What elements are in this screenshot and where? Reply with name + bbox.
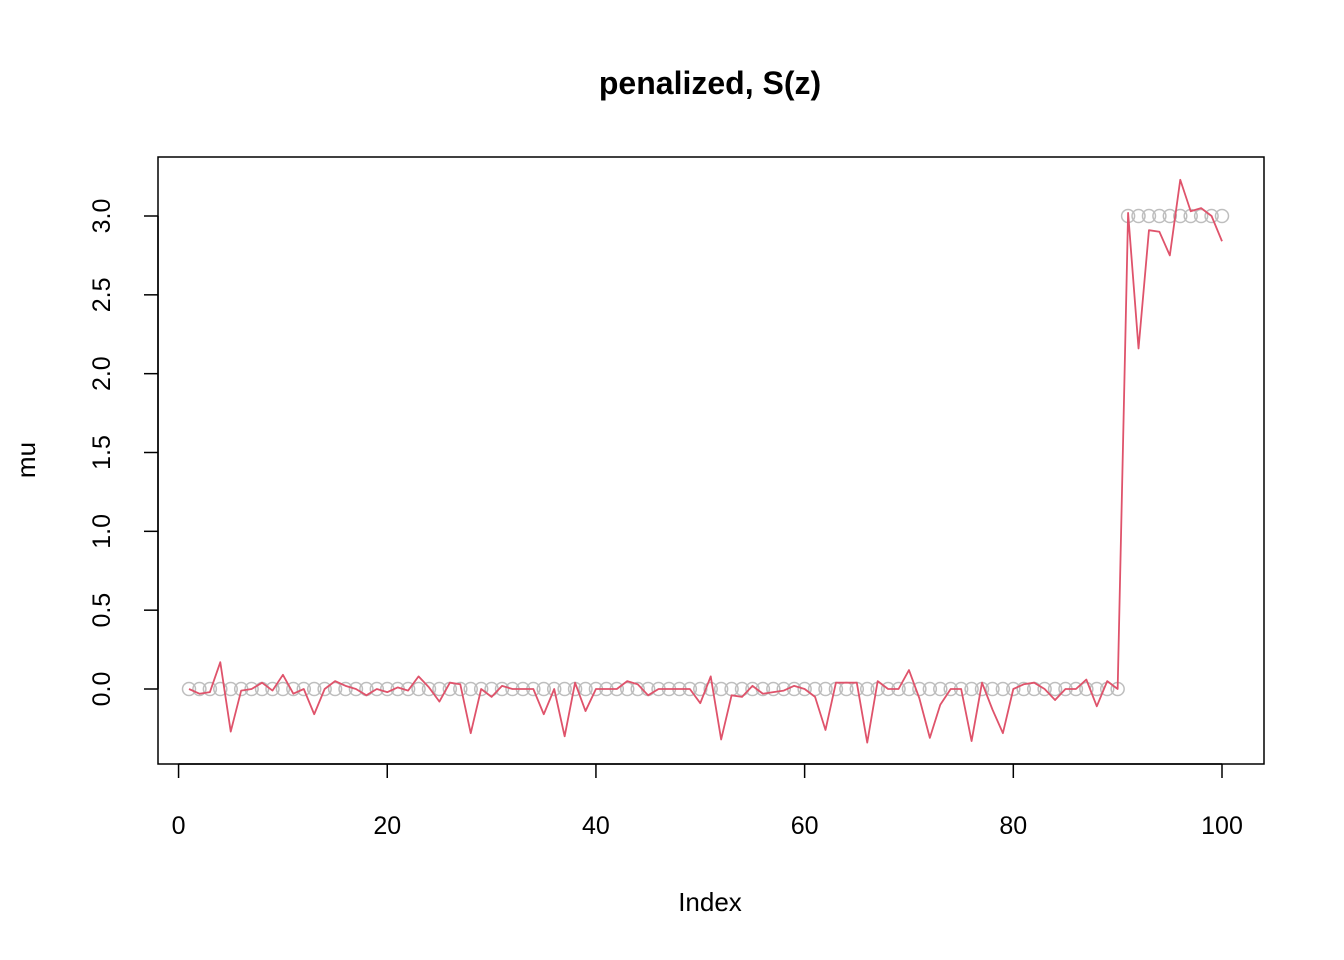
x-tick-label: 60	[791, 812, 819, 840]
data-point	[453, 681, 468, 697]
data-point	[807, 681, 823, 697]
x-axis-label: Index	[678, 887, 742, 917]
x-tick-label: 80	[999, 812, 1027, 840]
data-point	[1193, 208, 1209, 224]
y-tick-label: 3.0	[88, 199, 116, 234]
data-point	[703, 681, 718, 697]
data-point	[306, 681, 322, 697]
chart-title: penalized, S(z)	[599, 65, 821, 101]
data-point	[818, 681, 833, 697]
data-point	[213, 681, 228, 697]
data-point	[964, 681, 979, 697]
data-point	[557, 681, 572, 697]
data-point	[348, 681, 364, 697]
data-point	[411, 681, 426, 697]
data-point	[369, 681, 385, 697]
data-point	[1006, 681, 1021, 697]
data-point	[693, 681, 708, 697]
y-tick-label: 2.5	[88, 277, 116, 312]
data-point	[619, 681, 635, 697]
data-point	[578, 681, 593, 697]
data-point	[265, 681, 280, 697]
data-point	[1016, 681, 1031, 697]
x-tick-label: 100	[1201, 812, 1243, 840]
data-point	[1047, 681, 1063, 697]
y-tick-label: 2.0	[88, 356, 116, 391]
data-point	[630, 681, 645, 697]
y-tick-label: 0.5	[88, 593, 116, 628]
data-point	[473, 681, 489, 697]
data-point	[1037, 681, 1052, 697]
data-point	[1173, 208, 1188, 224]
data-point	[317, 681, 332, 697]
y-axis-label: mu	[11, 442, 41, 478]
data-point	[1162, 208, 1178, 224]
data-point	[1214, 208, 1230, 224]
data-point	[797, 681, 812, 697]
data-point	[922, 681, 938, 697]
data-point	[859, 681, 875, 697]
data-point	[995, 681, 1011, 697]
y-tick-label: 1.0	[88, 514, 116, 549]
data-point	[912, 681, 927, 697]
line-series	[188, 178, 1223, 744]
data-point	[421, 681, 437, 697]
data-point	[1141, 208, 1157, 224]
y-axis: 0.0 0.5 1.0 1.5 2.0 2.5 3.0	[88, 199, 159, 707]
data-point	[286, 681, 301, 697]
data-point	[1152, 208, 1167, 224]
data-point	[713, 681, 729, 697]
data-point	[1131, 208, 1146, 224]
data-point	[776, 681, 792, 697]
data-point	[244, 681, 259, 697]
data-point	[181, 681, 197, 697]
data-point	[546, 681, 562, 697]
data-point	[202, 681, 218, 697]
x-axis: 0 20 40 60 80 100	[172, 763, 1243, 840]
data-point	[338, 681, 353, 697]
data-point	[192, 681, 207, 697]
data-point	[766, 681, 781, 697]
data-point	[745, 681, 760, 697]
data-point	[463, 681, 478, 697]
data-point	[536, 681, 552, 697]
data-point	[296, 681, 312, 697]
data-point	[327, 681, 343, 697]
series-line	[188, 178, 1223, 744]
y-tick-label: 1.5	[88, 435, 116, 470]
y-tick-label: 0.0	[88, 672, 116, 707]
data-point	[1079, 681, 1094, 697]
data-point	[494, 681, 510, 697]
data-point	[1204, 208, 1219, 224]
data-point	[985, 681, 1000, 697]
data-point	[933, 681, 948, 697]
x-tick-label: 40	[582, 812, 610, 840]
x-tick-label: 20	[373, 812, 401, 840]
data-point	[275, 681, 291, 697]
x-tick-label: 0	[172, 812, 186, 840]
points-series	[181, 208, 1230, 697]
